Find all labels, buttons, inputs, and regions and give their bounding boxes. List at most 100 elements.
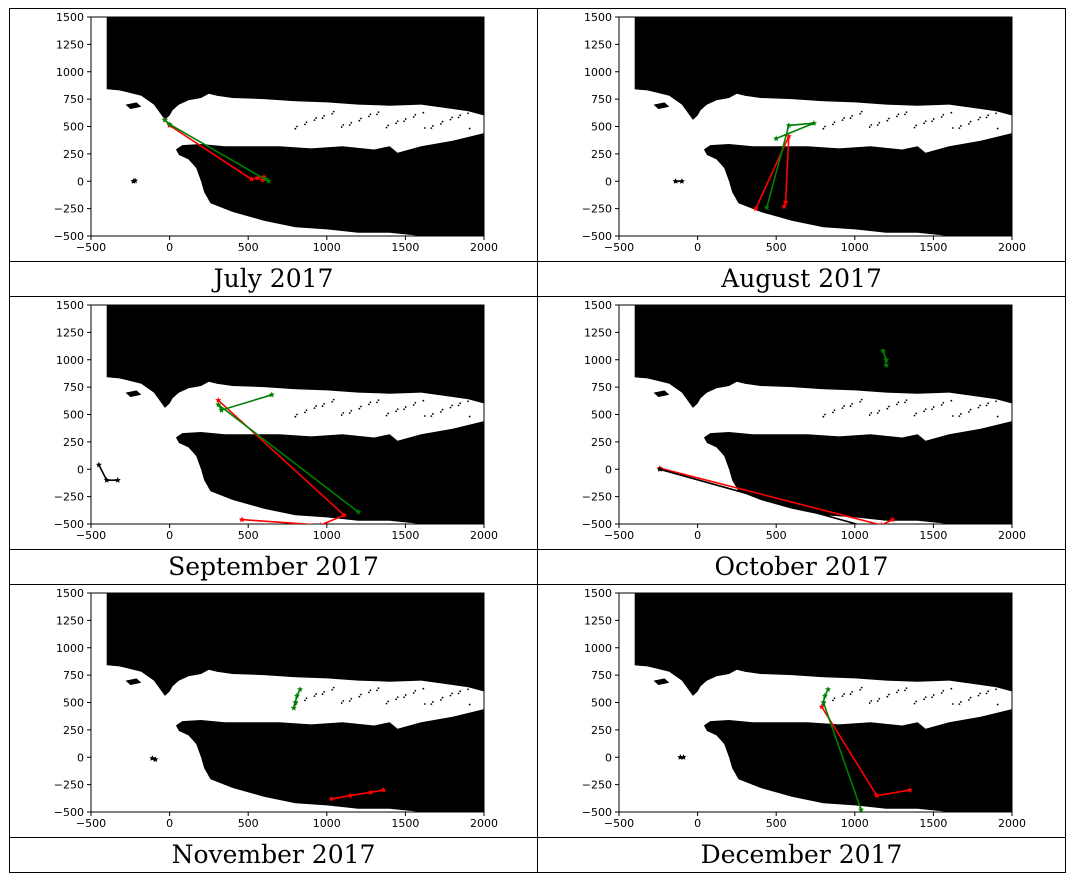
ice-speck xyxy=(959,125,962,127)
series-red xyxy=(818,703,913,799)
y-tick-label: 750 xyxy=(591,93,612,106)
ice-speck xyxy=(449,694,451,697)
plot-cell: −500 0 500 1000 1500 2000 1500 1250 1000 750 500 25… xyxy=(9,584,538,838)
ice-speck xyxy=(858,688,861,691)
y-tick-label: 500 xyxy=(63,121,84,134)
ice-speck xyxy=(305,121,307,124)
ice-speck xyxy=(357,407,360,410)
map-chart-november: −500 0 500 1000 1500 2000 1500 1250 1000 750 500 25… xyxy=(53,587,498,830)
y-tick-label: 750 xyxy=(591,381,612,394)
series-green xyxy=(763,120,817,211)
ice-speck xyxy=(949,399,952,402)
ice-speck xyxy=(367,403,370,406)
x-tick-label: 2000 xyxy=(470,241,498,254)
y-tick-label: 1250 xyxy=(584,614,612,627)
x-tick-label: 0 xyxy=(694,817,701,830)
ice-speck xyxy=(303,411,306,414)
ice-speck xyxy=(887,117,890,120)
series-black xyxy=(95,461,121,483)
land-mask xyxy=(106,305,484,524)
y-tick-label: 1000 xyxy=(584,66,612,79)
data-point-black xyxy=(114,477,121,483)
ice-speck xyxy=(394,410,397,413)
y-tick-label: 1250 xyxy=(56,614,84,627)
series-green xyxy=(879,347,889,368)
x-tick-label: 1000 xyxy=(840,529,868,542)
ice-speck xyxy=(457,116,459,119)
x-tick-label: 500 xyxy=(765,817,786,830)
ice-speck xyxy=(831,411,834,414)
data-point-red xyxy=(879,521,883,524)
x-tick-label: −500 xyxy=(603,529,633,542)
ice-speck xyxy=(887,693,890,696)
ice-speck xyxy=(967,122,970,125)
ice-speck xyxy=(869,411,872,414)
ice-speck xyxy=(897,689,899,692)
ice-speck xyxy=(421,687,424,690)
ice-speck xyxy=(386,412,389,415)
x-tick-label: 2000 xyxy=(470,817,498,830)
ice-speck xyxy=(868,414,871,416)
ice-speck xyxy=(423,415,426,417)
ice-speck xyxy=(850,402,853,405)
ice-speck xyxy=(869,699,872,702)
data-point-red xyxy=(247,175,254,182)
ice-speck xyxy=(877,409,880,412)
caption-november: November 2017 xyxy=(9,837,538,873)
ice-speck xyxy=(895,115,898,118)
series-green xyxy=(819,686,864,812)
ice-speck xyxy=(985,116,987,119)
ice-speck xyxy=(396,120,399,123)
x-tick-label: 0 xyxy=(166,241,173,254)
y-tick-label: 1500 xyxy=(584,587,612,600)
ice-speck xyxy=(924,696,927,699)
ice-speck xyxy=(978,692,981,695)
data-point-green xyxy=(296,686,303,692)
ice-speck xyxy=(330,400,333,403)
x-tick-label: 1500 xyxy=(919,817,947,830)
ice-speck xyxy=(349,697,352,700)
y-tick-label: 1500 xyxy=(56,299,84,312)
y-tick-label: 500 xyxy=(63,697,84,710)
ice-speck xyxy=(449,118,451,121)
series-red xyxy=(328,786,386,802)
ice-speck xyxy=(914,412,917,415)
y-tick-label: 250 xyxy=(591,724,612,737)
ice-speck xyxy=(349,121,352,124)
ice-speck xyxy=(441,408,443,411)
ice-speck xyxy=(868,126,871,128)
ice-speck xyxy=(967,698,970,701)
data-point-black xyxy=(678,178,685,184)
ice-speck xyxy=(468,127,471,130)
ice-speck xyxy=(833,121,835,124)
ice-speck xyxy=(858,112,861,115)
x-tick-label: 0 xyxy=(694,529,701,542)
ice-speck xyxy=(348,412,351,414)
ice-speck xyxy=(413,113,416,116)
ice-speck xyxy=(849,405,851,407)
caption-october: October 2017 xyxy=(537,549,1066,585)
x-tick-label: 500 xyxy=(765,529,786,542)
data-point-green xyxy=(161,116,168,123)
ice-speck xyxy=(849,693,851,695)
data-point-black xyxy=(656,466,663,472)
ice-speck xyxy=(429,127,432,130)
land-islet xyxy=(125,678,141,685)
ice-speck xyxy=(940,116,943,118)
ice-speck xyxy=(858,400,861,403)
data-point-green xyxy=(293,692,300,699)
ice-speck xyxy=(959,701,962,703)
figure-grid: −500 0 500 1000 1500 2000 1500 1250 1000 750 500 25… xyxy=(9,8,1066,873)
land-islet xyxy=(125,102,141,109)
land-mask xyxy=(634,305,1012,524)
ice-speck xyxy=(458,402,461,405)
ice-speck xyxy=(413,689,416,692)
series-line-red xyxy=(217,399,346,524)
ice-speck xyxy=(396,696,399,699)
ice-speck xyxy=(305,409,307,412)
x-tick-label: 0 xyxy=(166,529,173,542)
ice-speck xyxy=(957,415,960,418)
y-tick-label: −250 xyxy=(581,203,611,216)
land-north xyxy=(106,17,484,120)
ice-speck xyxy=(977,694,979,697)
